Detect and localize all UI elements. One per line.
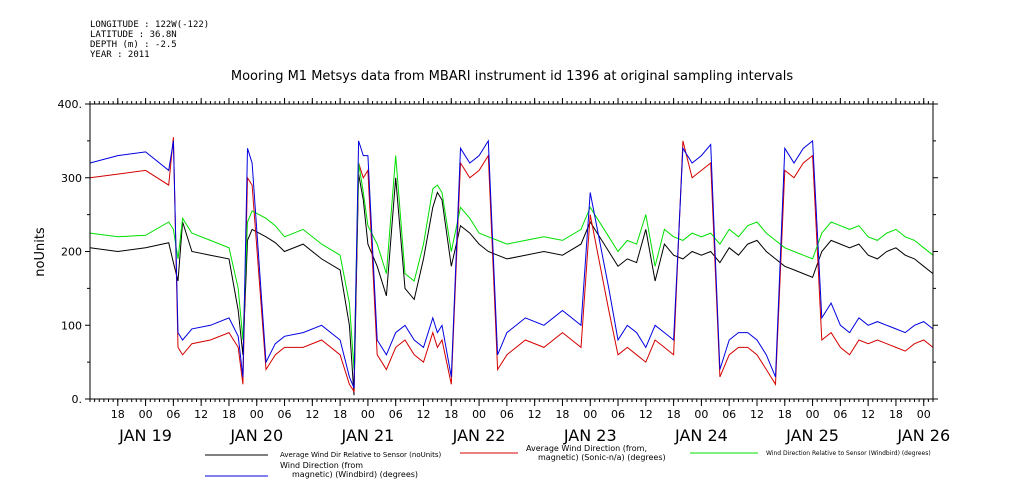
x-tick-label: 12 (416, 408, 430, 421)
x-tick-label: 06 (389, 408, 403, 421)
plot-area (89, 137, 934, 396)
x-tick-label: 06 (166, 408, 180, 421)
y-axis-label: noUnits (33, 227, 48, 277)
x-tick-label: 00 (694, 408, 708, 421)
x-tick-label: 00 (806, 408, 820, 421)
metadata-block: LONGITUDE : 122W(-122) LATITUDE : 36.8N … (90, 20, 209, 60)
x-tick-label: 18 (667, 408, 681, 421)
x-tick-label: 00 (361, 408, 375, 421)
x-tick-label: 06 (611, 408, 625, 421)
series-line-2 (89, 155, 934, 370)
y-tick-label: 100 (61, 319, 82, 332)
x-tick-label: 18 (444, 408, 458, 421)
longitude-text: LONGITUDE : 122W(-122) (90, 20, 210, 30)
x-tick-label: 18 (889, 408, 903, 421)
x-tick-label: 18 (222, 408, 236, 421)
x-tick-label: 00 (583, 408, 597, 421)
latitude-text: LATITUDE : 36.8N (90, 30, 177, 40)
axes: 0. 100 200 300 400. 18 00 06 12 18 00 06 12 18 00 06 12 1… (58, 98, 950, 445)
x-tick-label: 18 (333, 408, 347, 421)
legend-label-1: Average Wind Direction (from, magnetic) (… (526, 444, 666, 462)
x-tick-label: 06 (278, 408, 292, 421)
x-tick-label: 12 (194, 408, 208, 421)
x-day-label: JAN 20 (229, 426, 283, 445)
y-tick-label: 200 (61, 246, 82, 259)
chart-title: Mooring M1 Metsys data from MBARI instru… (231, 69, 793, 84)
legend-label-2: Wind Direction Relative to Sensor (Windb… (766, 450, 931, 457)
x-day-label: JAN 23 (563, 426, 617, 445)
x-tick-label: 00 (472, 408, 486, 421)
y-tick-label: 0. (72, 393, 83, 406)
x-tick-label: 18 (555, 408, 569, 421)
x-tick-label: 00 (250, 408, 264, 421)
x-tick-label: 12 (528, 408, 542, 421)
legend-label-3: Wind Direction (from magnetic) (Windbird)… (280, 461, 418, 479)
series-line-3 (89, 139, 934, 389)
x-day-label: JAN 25 (785, 426, 839, 445)
x-tick-label: 00 (139, 408, 153, 421)
series-line-0 (89, 174, 934, 396)
x-day-label: JAN 22 (452, 426, 506, 445)
x-tick-label: 06 (833, 408, 847, 421)
depth-text: DEPTH (m) : -2.5 (90, 40, 177, 50)
x-tick-label: 00 (917, 408, 931, 421)
y-tick-label: 400. (58, 98, 83, 111)
x-tick-label: 18 (111, 408, 125, 421)
x-tick-label: 12 (750, 408, 764, 421)
legend-label-0: Average Wind Dir Relative to Sensor (noU… (280, 451, 441, 459)
x-tick-label: 12 (861, 408, 875, 421)
x-day-label: JAN 21 (341, 426, 395, 445)
plot-frame (89, 103, 934, 400)
x-day-label: JAN 24 (674, 426, 728, 445)
x-tick-label: 12 (639, 408, 653, 421)
x-tick-label: 12 (305, 408, 319, 421)
series-line-1 (89, 137, 934, 394)
year-text: YEAR : 2011 (90, 50, 150, 60)
x-tick-label: 06 (500, 408, 514, 421)
legend: Average Wind Dir Relative to Sensor (noU… (205, 444, 931, 479)
x-tick-label: 06 (722, 408, 736, 421)
x-day-label: JAN 19 (118, 426, 172, 445)
x-day-label: JAN 26 (896, 426, 950, 445)
y-tick-label: 300 (61, 172, 82, 185)
x-tick-label: 18 (778, 408, 792, 421)
